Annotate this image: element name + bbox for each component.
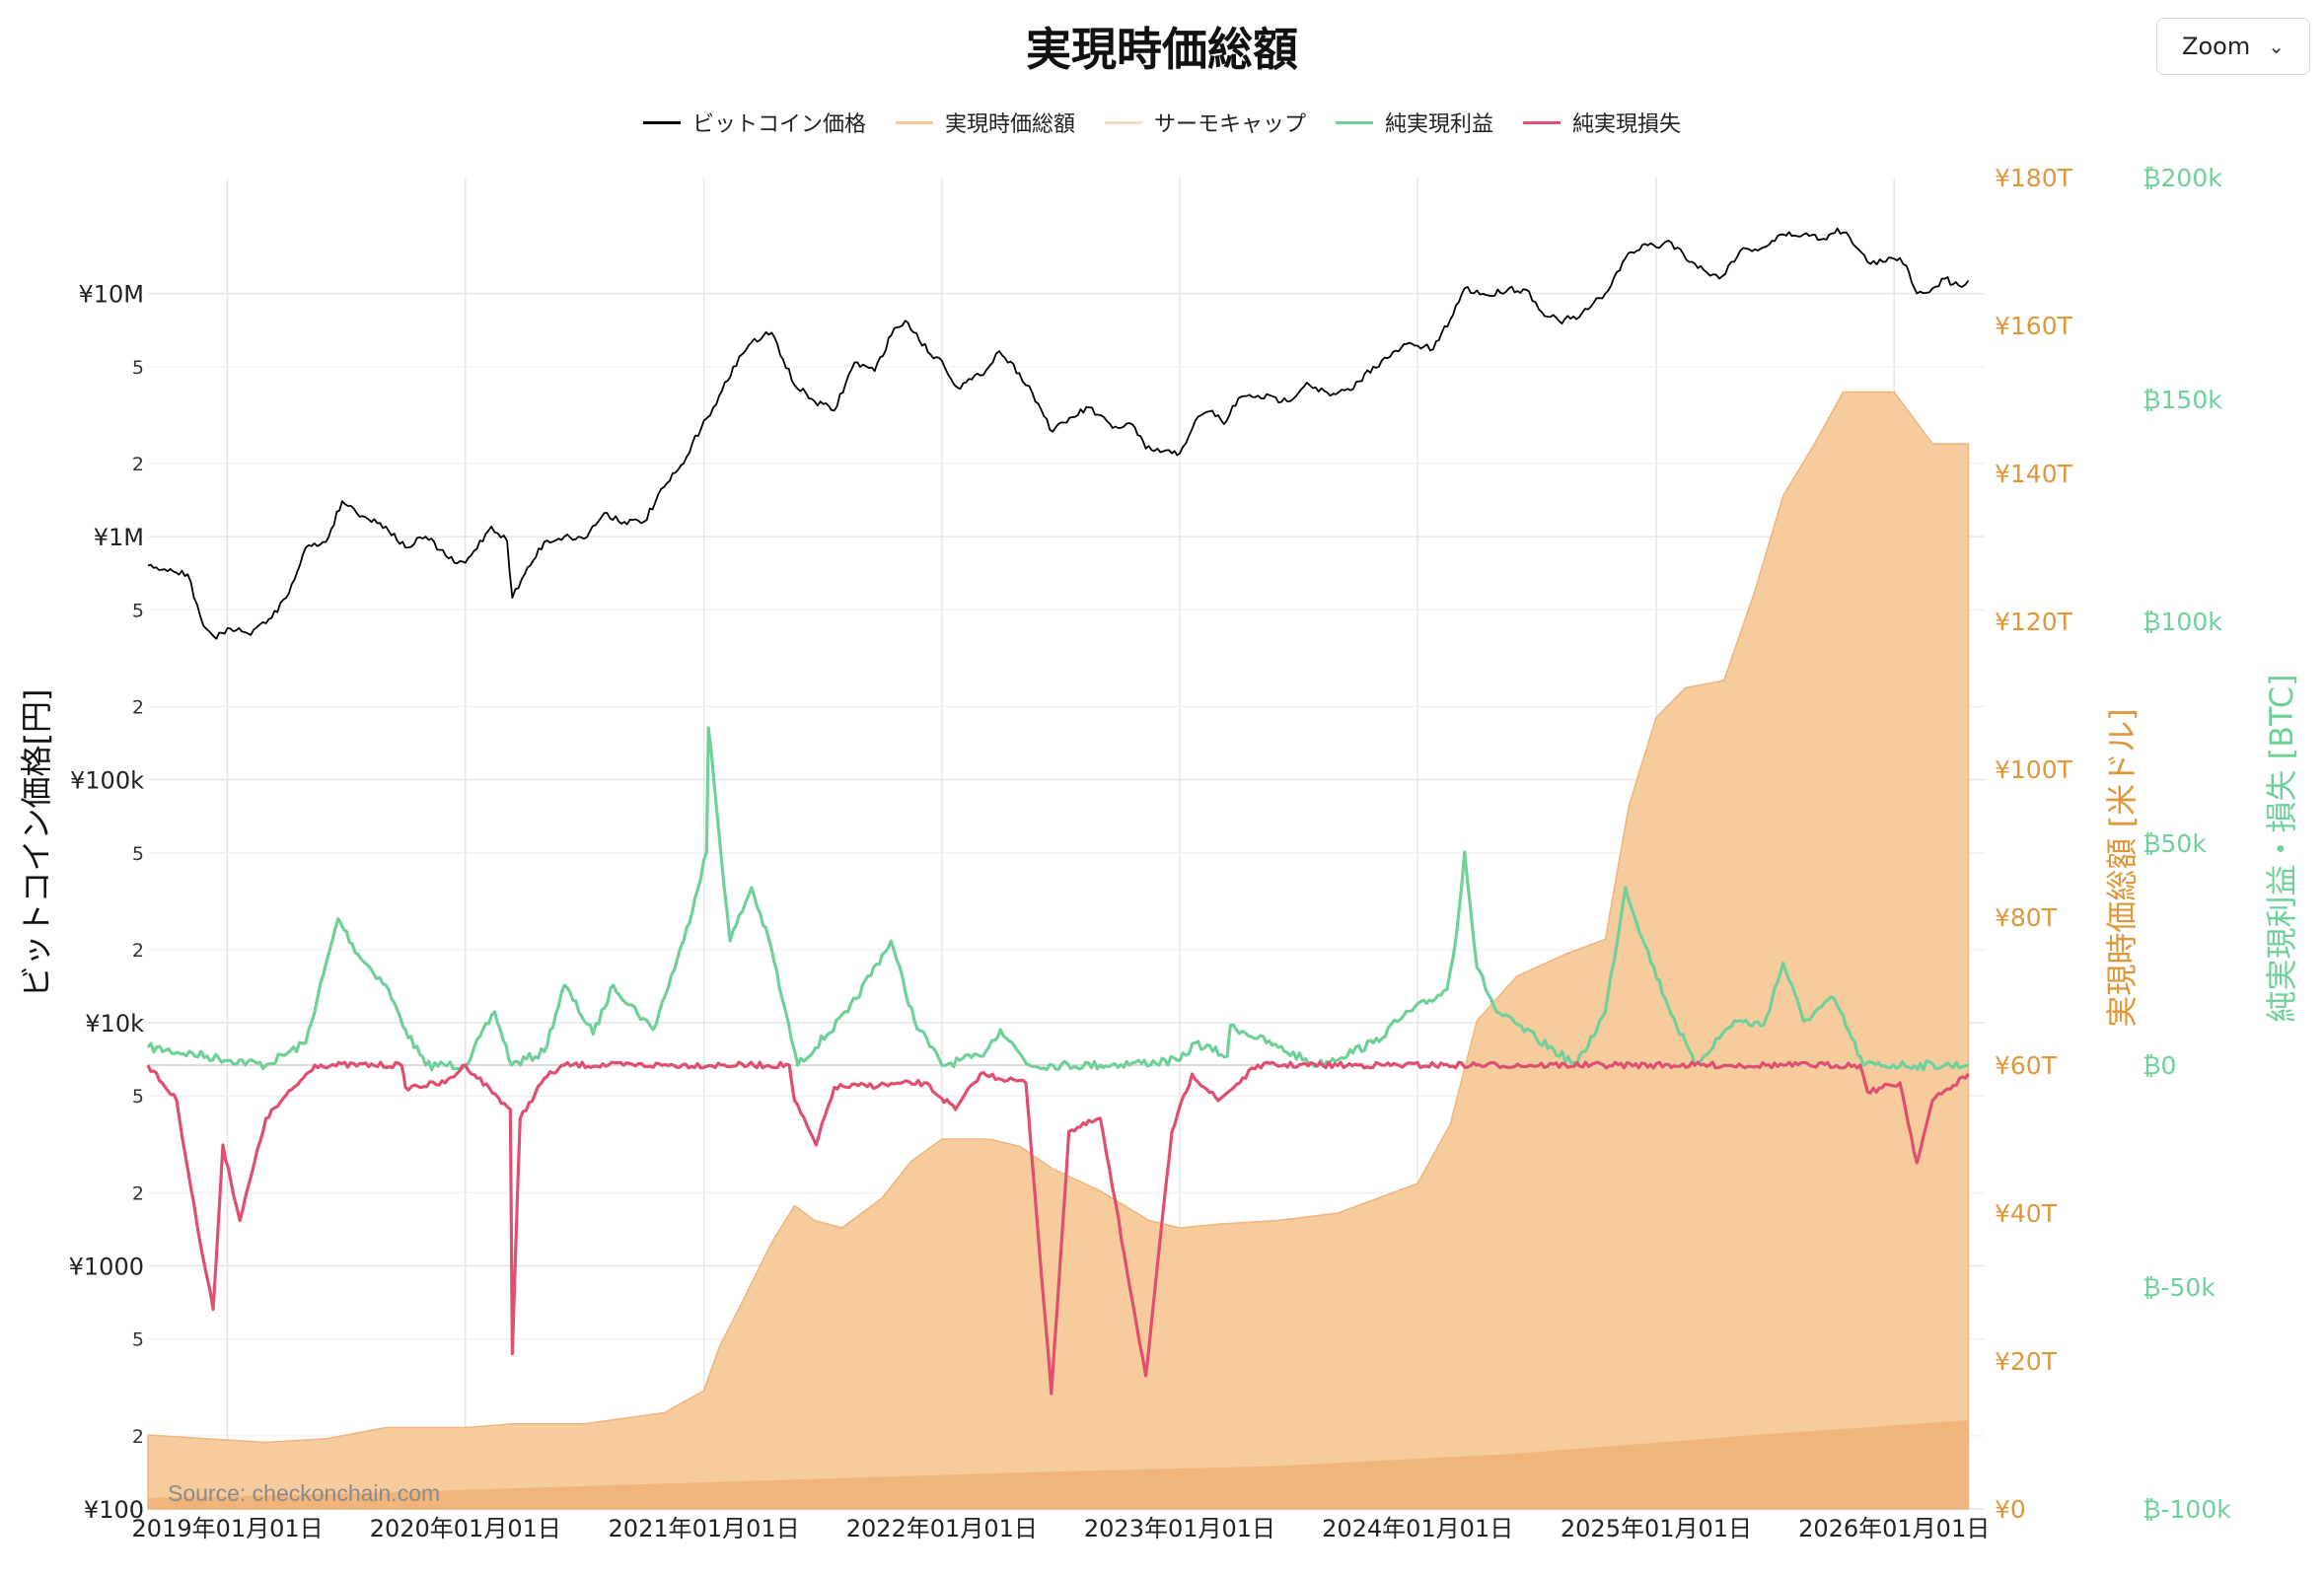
y-left-axis-title: ビットコイン価格[円] xyxy=(18,689,55,998)
y-left-minor-tick-label: 5 xyxy=(132,1086,144,1108)
y-right-rc-tick-label: ¥40T xyxy=(1995,1199,2058,1228)
y-right-rc-tick-label: ¥120T xyxy=(1995,608,2073,636)
zoom-label: Zoom xyxy=(2182,33,2251,60)
y-left-major-tick-label: ¥100 xyxy=(84,1496,144,1524)
y-right-rc-tick-label: ¥100T xyxy=(1995,755,2073,784)
x-tick-label: 2019年01月01日 xyxy=(132,1515,324,1542)
y-left-minor-tick-label: 2 xyxy=(132,696,144,718)
chevron-down-icon: ⌄ xyxy=(2268,35,2285,58)
legend-label: 純実現利益 xyxy=(1385,112,1494,137)
y-left-major-tick-label: ¥10k xyxy=(85,1010,144,1038)
y-right-rc-tick-label: ¥160T xyxy=(1995,312,2073,340)
legend-swatch xyxy=(1523,120,1561,124)
y-left-major-tick-label: ¥1M xyxy=(94,524,144,551)
x-tick-label: 2024年01月01日 xyxy=(1322,1515,1513,1542)
y-right-rc-tick-label: ¥20T xyxy=(1995,1347,2058,1376)
y-left-minor-tick-label: 2 xyxy=(132,1426,144,1448)
y-right-rc-tick-label: ¥140T xyxy=(1995,460,2073,488)
legend-swatch xyxy=(895,120,933,124)
source-label: Source: checkonchain.com xyxy=(168,1480,440,1506)
legend-item[interactable]: 純実現利益 xyxy=(1336,107,1493,138)
y-right-pl-tick-label: ₿-100k xyxy=(2142,1495,2231,1524)
y-right-pl-tick-label: ₿100k xyxy=(2142,608,2222,636)
y-right-rc-tick-label: ¥180T xyxy=(1995,164,2073,192)
y-right-pl-tick-label: ₿200k xyxy=(2142,164,2222,192)
grid-lines xyxy=(148,178,1985,1510)
y-right-pl-tick-label: ₿50k xyxy=(2142,829,2207,858)
y-left-major-tick-label: ¥1000 xyxy=(69,1254,144,1281)
legend-swatch xyxy=(642,120,681,124)
thermocap-area xyxy=(148,1420,1969,1509)
x-tick-label: 2021年01月01日 xyxy=(609,1515,800,1542)
net-loss-line xyxy=(146,1060,1970,1396)
y-left-minor-tick-label: 5 xyxy=(132,357,144,379)
y-right-pl-tick-label: ₿150k xyxy=(2142,386,2222,414)
x-tick-label: 2026年01月01日 xyxy=(1798,1515,1990,1542)
y-right-pl-axis-title: 純実現利益・損失 [BTC] xyxy=(2263,674,2300,1022)
y-left-minor-tick-label: 5 xyxy=(132,600,144,621)
legend-label: サーモキャップ xyxy=(1153,112,1306,137)
chart-title: 実現時価総額 xyxy=(1026,23,1298,76)
x-tick-label: 2025年01月01日 xyxy=(1561,1515,1752,1542)
y-left-major-tick-label: ¥100k xyxy=(70,767,144,795)
legend-label: 純実現損失 xyxy=(1572,112,1682,137)
legend-item[interactable]: サーモキャップ xyxy=(1104,107,1306,138)
y-right-pl-tick-label: ₿-50k xyxy=(2142,1273,2215,1302)
x-tick-label: 2022年01月01日 xyxy=(846,1515,1038,1542)
price-layer xyxy=(147,227,1970,640)
y-left-minor-tick-label: 5 xyxy=(132,1329,144,1351)
zoom-dropdown-button[interactable]: Zoom ⌄ xyxy=(2156,18,2310,75)
net-profit-line xyxy=(146,726,1969,1072)
legend: ビットコイン価格 実現時価総額 サーモキャップ 純実現利益 純実現損失 xyxy=(0,107,2324,138)
y-left-minor-tick-label: 2 xyxy=(132,1182,144,1204)
y-right-rc-tick-label: ¥0 xyxy=(1995,1495,2026,1524)
profit-loss-layer xyxy=(146,726,1970,1396)
y-left-minor-tick-label: 2 xyxy=(132,454,144,475)
y-right-rc-axis-title: 実現時価総額 [米ドル] xyxy=(2103,708,2141,1027)
y-right-rc-tick-label: ¥80T xyxy=(1995,903,2058,932)
y-right-pl-tick-label: ₿0 xyxy=(2142,1051,2176,1080)
legend-item[interactable]: 実現時価総額 xyxy=(895,107,1075,138)
legend-label: 実現時価総額 xyxy=(944,112,1075,137)
legend-item[interactable]: 純実現損失 xyxy=(1523,107,1681,138)
legend-swatch xyxy=(1104,120,1142,124)
y-left-minor-tick-label: 5 xyxy=(132,843,144,865)
y-right-rc-tick-label: ¥60T xyxy=(1995,1051,2058,1080)
price-line xyxy=(147,227,1970,640)
y-left-major-tick-label: ¥10M xyxy=(78,281,144,309)
realized-cap-area xyxy=(147,391,1970,1510)
legend-swatch xyxy=(1336,120,1373,124)
realized-cap-layer xyxy=(147,391,1970,1510)
legend-label: ビットコイン価格 xyxy=(691,112,866,137)
y-left-minor-tick-label: 2 xyxy=(132,940,144,962)
x-tick-label: 2023年01月01日 xyxy=(1084,1515,1275,1542)
axes-layer: 2019年01月01日 2020年01月01日 2021年01月01日 2022年01… xyxy=(18,164,2300,1542)
legend-item[interactable]: ビットコイン価格 xyxy=(642,107,866,138)
x-tick-label: 2020年01月01日 xyxy=(370,1515,561,1542)
